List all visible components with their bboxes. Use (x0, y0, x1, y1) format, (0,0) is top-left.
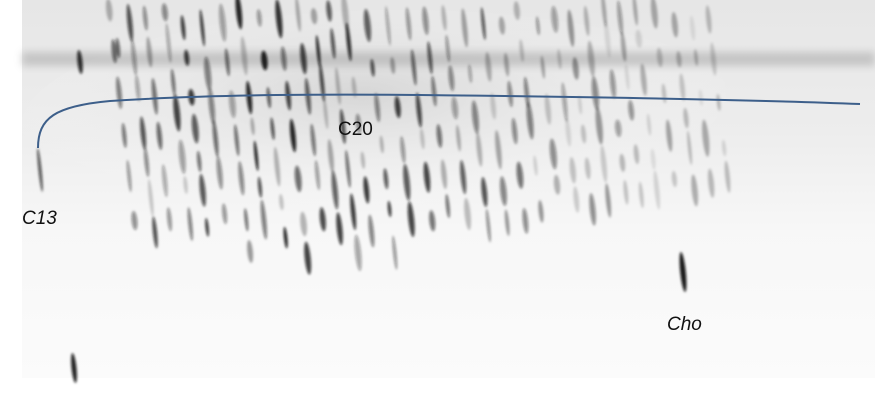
peak-label: Cho (667, 314, 702, 335)
page: C13 C20 Cho (() => { const data = JSON.p… (0, 0, 875, 404)
peak-label: C20 (338, 119, 373, 140)
chromatogram: C13 C20 Cho (0, 0, 875, 404)
peak-label: C13 (22, 208, 57, 229)
